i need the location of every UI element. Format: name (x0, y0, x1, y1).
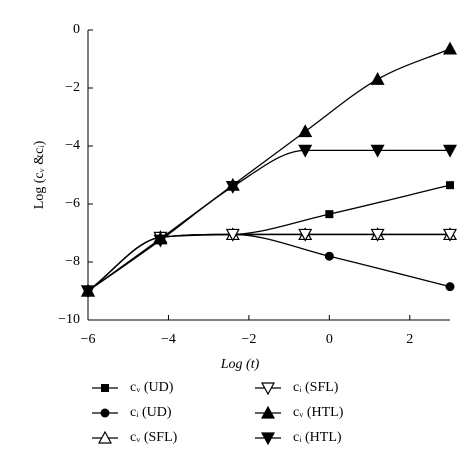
marker (442, 144, 458, 158)
series-line (87, 233, 451, 292)
y-tick-label: −6 (65, 196, 80, 211)
series-line (87, 233, 450, 292)
marker (101, 384, 109, 392)
marker (370, 144, 385, 158)
x-tick-label: −6 (81, 332, 96, 347)
y-axis-label: Log (cᵥ &cᵢ) (32, 140, 47, 209)
y-tick-label: −8 (65, 254, 80, 269)
marker (442, 228, 458, 242)
marker (324, 251, 334, 261)
legend-label: cᵥ (UD) (130, 380, 174, 395)
y-tick-label: −2 (65, 80, 80, 95)
marker (325, 210, 334, 219)
marker (260, 382, 276, 396)
series-line (87, 233, 450, 292)
marker (260, 405, 276, 419)
x-axis-label: Log (t) (220, 357, 260, 372)
legend-label: cᵥ (HTL) (293, 405, 344, 420)
marker (97, 430, 113, 444)
legend-label: cᵢ (UD) (130, 405, 172, 420)
y-tick-label: 0 (73, 22, 80, 37)
marker (298, 144, 313, 158)
y-tick-label: −4 (65, 138, 80, 153)
legend-label: cᵢ (HTL) (293, 430, 342, 445)
x-tick-label: 2 (406, 332, 413, 347)
x-tick-label: −2 (241, 332, 256, 347)
marker (225, 181, 240, 194)
marker (445, 282, 455, 292)
y-tick-label: −10 (58, 312, 80, 327)
series-line (87, 48, 451, 292)
marker (370, 72, 385, 85)
marker (442, 41, 458, 55)
marker (153, 234, 168, 248)
marker (225, 228, 240, 242)
series-line (87, 184, 451, 292)
marker (260, 432, 276, 446)
legend: cᵥ (UD) cᵢ (UD) cᵥ (SFL) cᵢ (SFL) cᵥ (HTL) cᵢ… (92, 380, 344, 446)
marker (446, 181, 454, 190)
marker (298, 124, 313, 138)
x-tick-label: −4 (161, 332, 176, 347)
marker (298, 228, 313, 242)
series-line (87, 149, 450, 292)
legend-label: cᵢ (SFL) (293, 380, 339, 395)
marker (370, 228, 385, 242)
marker (100, 408, 110, 418)
legend-label: cᵥ (SFL) (130, 430, 178, 445)
marker (80, 285, 96, 299)
x-tick-label: 0 (326, 332, 333, 347)
